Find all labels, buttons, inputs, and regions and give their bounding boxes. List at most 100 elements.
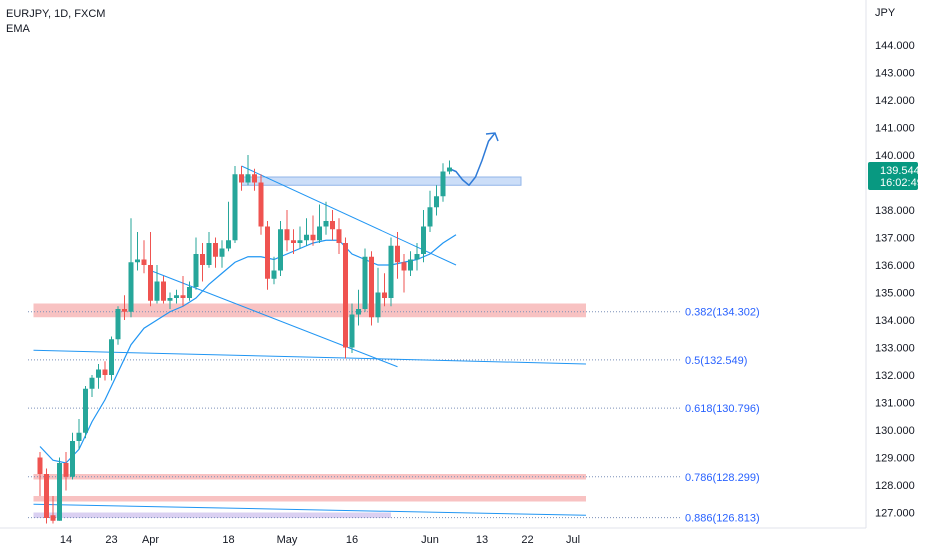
lower-trend[interactable]: [150, 270, 398, 368]
candle-body[interactable]: [427, 207, 433, 227]
time-tick: 18: [222, 534, 234, 546]
time-tick: 23: [105, 534, 117, 546]
price-tick: 130.000: [875, 425, 915, 437]
indicator-label[interactable]: EMA: [6, 23, 30, 35]
candle-body[interactable]: [330, 221, 335, 230]
candle-body[interactable]: [317, 226, 322, 241]
candle-body[interactable]: [349, 314, 355, 348]
candle-body[interactable]: [297, 240, 303, 243]
candle-body[interactable]: [304, 234, 309, 241]
fib-382-zone[interactable]: [33, 303, 587, 318]
candle-body[interactable]: [343, 243, 348, 348]
candle-body[interactable]: [44, 474, 49, 518]
candle-body[interactable]: [200, 254, 205, 265]
candle-body[interactable]: [323, 221, 329, 227]
candle-body[interactable]: [102, 369, 108, 376]
candle-body[interactable]: [271, 270, 277, 279]
candle-body[interactable]: [63, 463, 69, 477]
candle-body[interactable]: [258, 182, 264, 227]
price-tick: 133.000: [875, 343, 915, 355]
candle-body[interactable]: [395, 245, 400, 263]
bottom-trend[interactable]: [33, 503, 587, 516]
price-tick: 137.000: [875, 233, 915, 245]
candle-body[interactable]: [115, 309, 121, 340]
candle-body[interactable]: [369, 256, 374, 318]
candle-body[interactable]: [421, 226, 426, 255]
price-tick: 131.000: [875, 398, 915, 410]
price-tick: 141.000: [875, 123, 915, 135]
candle-body[interactable]: [252, 174, 257, 183]
projection-arrowhead: [485, 132, 499, 142]
price-tick: 128.000: [875, 480, 915, 492]
candle-body[interactable]: [109, 339, 114, 375]
fib-886-zone[interactable]: [33, 496, 587, 502]
candle-body[interactable]: [336, 229, 342, 243]
fib-label-0: 0.382(134.302): [685, 307, 760, 319]
candle-body[interactable]: [408, 259, 413, 271]
candle-body[interactable]: [161, 281, 166, 301]
symbol-label[interactable]: EURJPY, 1D, FXCM: [6, 8, 106, 20]
fib-label-2: 0.618(130.796): [685, 403, 760, 415]
candle-body[interactable]: [265, 226, 270, 279]
candle-body[interactable]: [388, 245, 394, 298]
candle-body[interactable]: [193, 254, 199, 287]
price-tick: 132.000: [875, 370, 915, 382]
candle-body[interactable]: [382, 292, 387, 299]
time-tick: May: [277, 534, 298, 546]
candle-body[interactable]: [245, 174, 251, 183]
candle-body[interactable]: [89, 377, 95, 389]
candle-body[interactable]: [57, 463, 62, 521]
candle-body[interactable]: [122, 309, 127, 312]
candle-body[interactable]: [154, 281, 160, 301]
candle-body[interactable]: [310, 234, 316, 241]
candle-body[interactable]: [128, 262, 134, 312]
candle-body[interactable]: [434, 196, 439, 208]
candle-body[interactable]: [447, 167, 452, 172]
candle-body[interactable]: [135, 259, 140, 263]
purple-zone[interactable]: [33, 512, 392, 519]
projection-path[interactable]: [449, 132, 496, 186]
candle-body[interactable]: [167, 298, 173, 301]
candle-body[interactable]: [291, 240, 296, 243]
candle-body[interactable]: [96, 369, 101, 378]
fib-dotted-lines: [28, 311, 680, 519]
time-tick: 13: [476, 534, 488, 546]
fib-labels-layer: 0.382(134.302) 0.5(132.549) 0.618(130.796)…: [685, 307, 760, 525]
candle-body[interactable]: [356, 309, 361, 315]
candle-body[interactable]: [362, 256, 368, 309]
ema-line[interactable]: [39, 234, 457, 464]
candle-body[interactable]: [70, 441, 75, 477]
zones-layer: [33, 176, 587, 519]
candle-body[interactable]: [232, 174, 238, 241]
candle-body[interactable]: [37, 457, 43, 475]
price-tick: 140.000: [875, 150, 915, 162]
candle-body[interactable]: [219, 248, 225, 257]
fib-786-zone[interactable]: [33, 474, 587, 480]
candle-body[interactable]: [375, 292, 381, 318]
time-tick: 16: [346, 534, 358, 546]
time-tick: Jul: [566, 534, 580, 546]
price-tick: 129.000: [875, 453, 915, 465]
candle-body[interactable]: [440, 171, 446, 197]
candle-body[interactable]: [141, 259, 147, 266]
candle-body[interactable]: [226, 240, 231, 249]
candle-body[interactable]: [50, 515, 56, 521]
resistance-zone[interactable]: [241, 176, 522, 186]
candle-body[interactable]: [174, 295, 179, 298]
candle-body[interactable]: [76, 432, 82, 441]
candle-body[interactable]: [284, 229, 290, 241]
candle-body[interactable]: [206, 243, 212, 265]
trend-lines-layer: [33, 132, 587, 516]
candle-body[interactable]: [83, 388, 88, 433]
candle-body[interactable]: [187, 287, 192, 298]
candle-body[interactable]: [278, 229, 283, 271]
upper-trend[interactable]: [241, 165, 457, 266]
candle-body[interactable]: [213, 243, 218, 257]
candle-body[interactable]: [414, 254, 420, 260]
candle-body[interactable]: [239, 174, 244, 183]
candle-body[interactable]: [401, 262, 407, 271]
candle-body[interactable]: [180, 295, 186, 298]
long-support[interactable]: [33, 349, 587, 365]
candle-body[interactable]: [148, 265, 153, 301]
